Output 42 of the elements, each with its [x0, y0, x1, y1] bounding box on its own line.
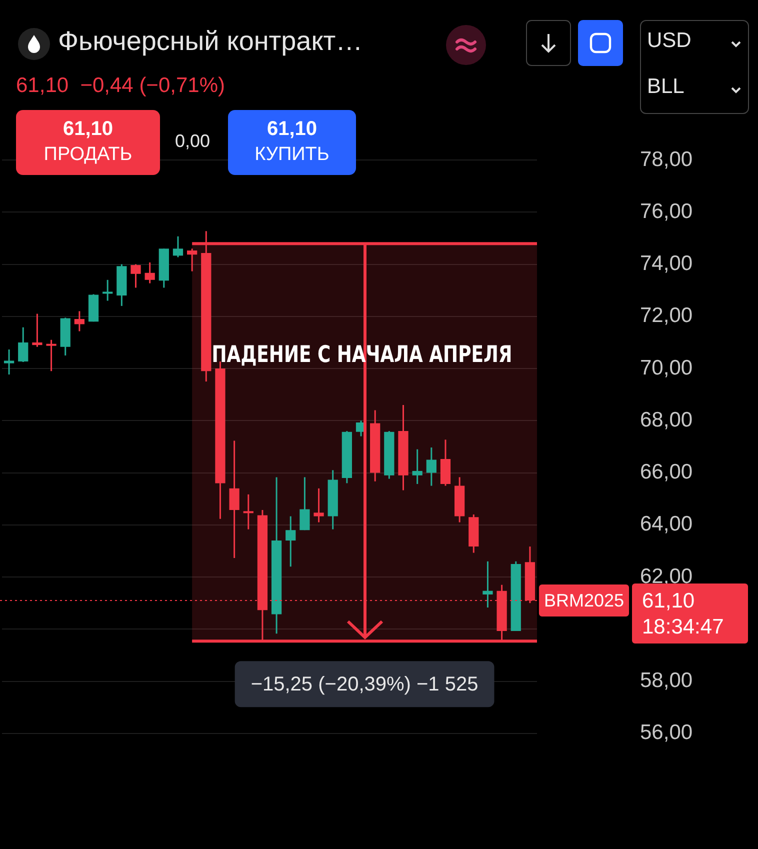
- text: 0,00: [175, 131, 210, 151]
- candlestick: [4, 348, 14, 376]
- y-tick-label: 76,00: [640, 200, 693, 223]
- candlestick: [314, 488, 324, 524]
- y-tick-label: 74,00: [640, 252, 693, 276]
- y-tick-label: 70,00: [640, 356, 693, 380]
- candlestick: [229, 440, 240, 559]
- candlestick: [482, 560, 493, 608]
- y-tick-label: 56,00: [640, 721, 693, 744]
- y-tick-label: 58,00: [640, 669, 693, 692]
- y-tick-label: 62,00: [640, 564, 693, 588]
- ref-line-label: BRM2025: [544, 590, 624, 610]
- text: 61,10: [642, 589, 695, 612]
- text: USD: [647, 29, 692, 52]
- candlestick: [187, 248, 198, 272]
- candlestick: [32, 313, 42, 348]
- candlestick: [426, 446, 436, 487]
- annotation: КУПИТЬ: [254, 144, 330, 165]
- y-tick-label: 64,00: [640, 512, 693, 536]
- text: 61,10: [266, 118, 318, 140]
- y-tick-label: 72,00: [640, 304, 693, 328]
- candlestick: [172, 236, 184, 258]
- candlestick: [74, 310, 85, 332]
- band-label: −15,25 (−20,39%) −1 525: [250, 674, 478, 696]
- candlestick: [46, 339, 56, 372]
- candlestick: [412, 448, 422, 485]
- annotation: ПРОДАТЬ: [44, 144, 132, 165]
- candlestick: [300, 476, 310, 531]
- candlestick: [286, 516, 296, 568]
- text: BLL: [647, 75, 684, 98]
- candlestick: [243, 494, 254, 530]
- candlestick: [130, 264, 141, 288]
- text: 18:34:47: [642, 615, 724, 638]
- y-tick-label: 68,00: [640, 408, 693, 432]
- chart-title: Фьючерсный контракт…: [58, 26, 363, 56]
- chart-subtitle: 61,10 −0,44 (−0,71%): [16, 74, 225, 97]
- y-tick-label: 78,00: [640, 148, 693, 171]
- text: 61,10: [62, 118, 114, 140]
- candlestick: [102, 279, 113, 302]
- candlestick: [18, 326, 28, 363]
- y-tick-label: 66,00: [640, 460, 693, 484]
- candlestick: [144, 262, 155, 284]
